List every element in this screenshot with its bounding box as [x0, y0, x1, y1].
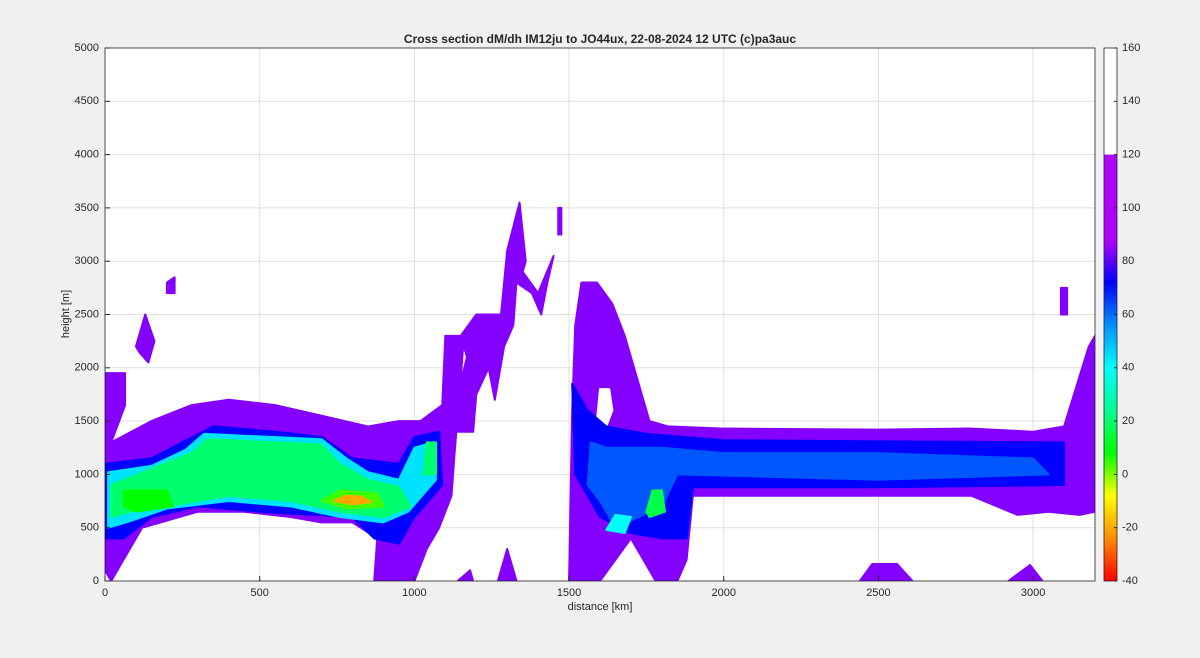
x-tick-label: 1500 — [557, 587, 581, 599]
contour-region — [447, 201, 555, 433]
x-tick-label: 3000 — [1021, 587, 1045, 599]
x-tick-label: 1000 — [402, 587, 426, 599]
contour-region — [332, 494, 373, 506]
contour-region — [1007, 564, 1044, 581]
chart-title: Cross section dM/dh IM12ju to JO44ux, 22… — [404, 32, 796, 46]
contour-region — [134, 313, 156, 364]
contour-region — [456, 569, 475, 581]
colorbar-tick-label: -40 — [1122, 575, 1138, 587]
x-tick-label: 2500 — [866, 587, 890, 599]
colorbar-tick-label: 140 — [1122, 95, 1140, 107]
y-tick-label: 1000 — [75, 468, 99, 480]
contour-region — [858, 562, 914, 581]
contour-region — [605, 513, 632, 535]
colorbar-tick-label: 40 — [1122, 362, 1134, 374]
y-tick-label: 2000 — [75, 362, 99, 374]
colorbar-tick-label: 60 — [1122, 308, 1134, 320]
y-tick-label: 5000 — [75, 42, 99, 54]
contour-region — [422, 441, 438, 476]
contour-region — [165, 276, 176, 295]
x-tick-label: 500 — [251, 587, 269, 599]
contour-region — [645, 489, 666, 519]
contour-region — [122, 489, 175, 513]
colorbar-above — [1104, 48, 1117, 155]
y-tick-label: 3000 — [75, 255, 99, 267]
y-tick-label: 1500 — [75, 415, 99, 427]
x-tick-label: 0 — [102, 587, 108, 599]
colorbar-tick-label: -20 — [1122, 522, 1138, 534]
x-axis-label: distance [km] — [568, 601, 633, 613]
colorbar — [1104, 154, 1117, 581]
colorbar-tick-label: 0 — [1122, 468, 1128, 480]
y-tick-label: 0 — [93, 575, 99, 587]
contour-region — [557, 206, 563, 236]
y-tick-label: 4000 — [75, 149, 99, 161]
colorbar-tick-label: 20 — [1122, 415, 1134, 427]
colorbar-tick-label: 160 — [1122, 42, 1140, 54]
x-tick-label: 2000 — [712, 587, 736, 599]
contour-region — [568, 281, 1095, 581]
contour-region — [496, 548, 518, 581]
y-axis-label: height [m] — [60, 290, 72, 338]
y-tick-label: 2500 — [75, 308, 99, 320]
colorbar-tick-label: 100 — [1122, 202, 1140, 214]
y-tick-label: 3500 — [75, 202, 99, 214]
colorbar-tick-label: 120 — [1122, 149, 1140, 161]
contour-region — [586, 441, 1050, 529]
contour-region — [1059, 286, 1069, 316]
colorbar-tick-label: 80 — [1122, 255, 1134, 267]
y-tick-label: 4500 — [75, 95, 99, 107]
y-tick-label: 500 — [81, 522, 99, 534]
